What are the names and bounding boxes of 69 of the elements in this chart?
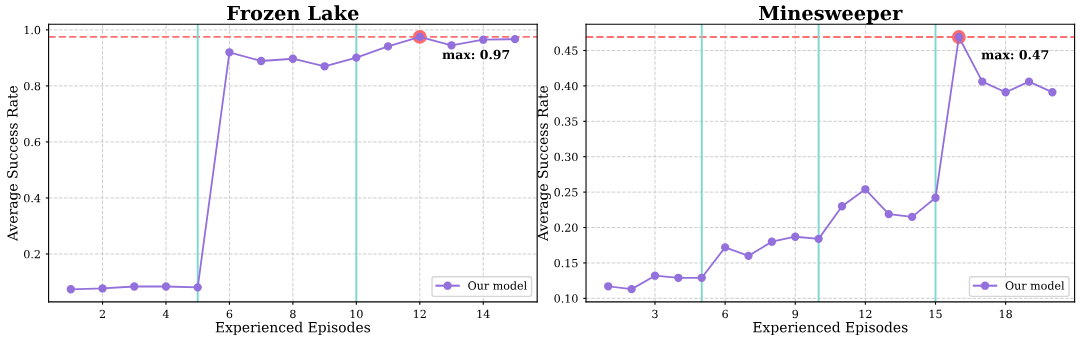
point (1048, 88, 1057, 97)
x-axis-title: Experienced Episodes (753, 321, 908, 336)
x-tick-label: 12 (414, 309, 426, 318)
x-tick-label: 8 (290, 309, 296, 319)
point (650, 271, 660, 280)
annotation: max: 0.47 (981, 49, 1049, 60)
y-tick-label: 0.2 (24, 249, 40, 259)
x-tick-label: 14 (477, 309, 490, 318)
y-tick-label: 0.15 (554, 258, 578, 268)
x-tick-label: 18 (999, 309, 1012, 319)
point (884, 209, 893, 219)
point (161, 282, 171, 291)
y-tick-label: 0.10 (554, 294, 578, 303)
y-tick-label: 0.20 (554, 223, 578, 232)
point (352, 53, 361, 62)
x-tick-label: 15 (929, 309, 942, 319)
y-tick-label: 0.25 (554, 188, 578, 197)
x-tick-label: 9 (792, 309, 799, 319)
point (931, 193, 940, 202)
point (288, 54, 298, 63)
point (814, 234, 823, 244)
point (837, 202, 847, 211)
point (627, 284, 636, 294)
y-axis-title: Average Success Rate (7, 85, 21, 242)
y-tick-label: 1.0 (24, 25, 41, 35)
x-tick-label: 12 (859, 309, 872, 318)
point (767, 237, 777, 246)
point (791, 232, 800, 241)
point (604, 282, 613, 291)
x-tick-label: 3 (652, 309, 658, 319)
chart-title: Minesweeper (759, 5, 903, 25)
x-axis-title: Experienced Episodes (215, 321, 371, 336)
point (697, 273, 706, 282)
point (861, 185, 870, 194)
annotation: max: 0.97 (442, 49, 510, 60)
point (130, 282, 139, 291)
point (720, 243, 730, 252)
point (225, 48, 234, 57)
y-axis-title: Average Success Rate (537, 85, 551, 242)
point (1001, 88, 1010, 97)
x-tick-label: 6 (226, 309, 233, 319)
y-tick-label: 0.35 (554, 117, 578, 126)
point (256, 56, 266, 66)
point (674, 273, 683, 282)
point (447, 41, 456, 50)
legend-label: Our model (1005, 281, 1065, 290)
chart-title: Frozen Lake (227, 5, 359, 21)
x-tick-label: 2 (99, 309, 105, 318)
legend-label: Our model (468, 281, 527, 290)
y-tick-label: 0.40 (554, 81, 578, 91)
x-tick-label: 4 (162, 309, 169, 318)
point (98, 284, 107, 293)
point (510, 34, 520, 44)
point (66, 285, 75, 294)
point (744, 251, 753, 261)
point (1024, 77, 1034, 86)
x-tick-label: 10 (350, 309, 363, 319)
y-tick-label: 0.6 (24, 137, 41, 147)
x-tick-label: 6 (722, 309, 728, 319)
point (193, 283, 202, 292)
y-tick-label: 0.30 (554, 152, 578, 162)
point (978, 77, 987, 86)
y-tick-label: 0.8 (24, 81, 41, 91)
point (383, 42, 393, 51)
y-tick-label: 0.45 (554, 46, 578, 55)
point (479, 35, 488, 44)
point (320, 62, 329, 71)
y-tick-label: 0.4 (24, 193, 41, 203)
point (907, 212, 917, 222)
